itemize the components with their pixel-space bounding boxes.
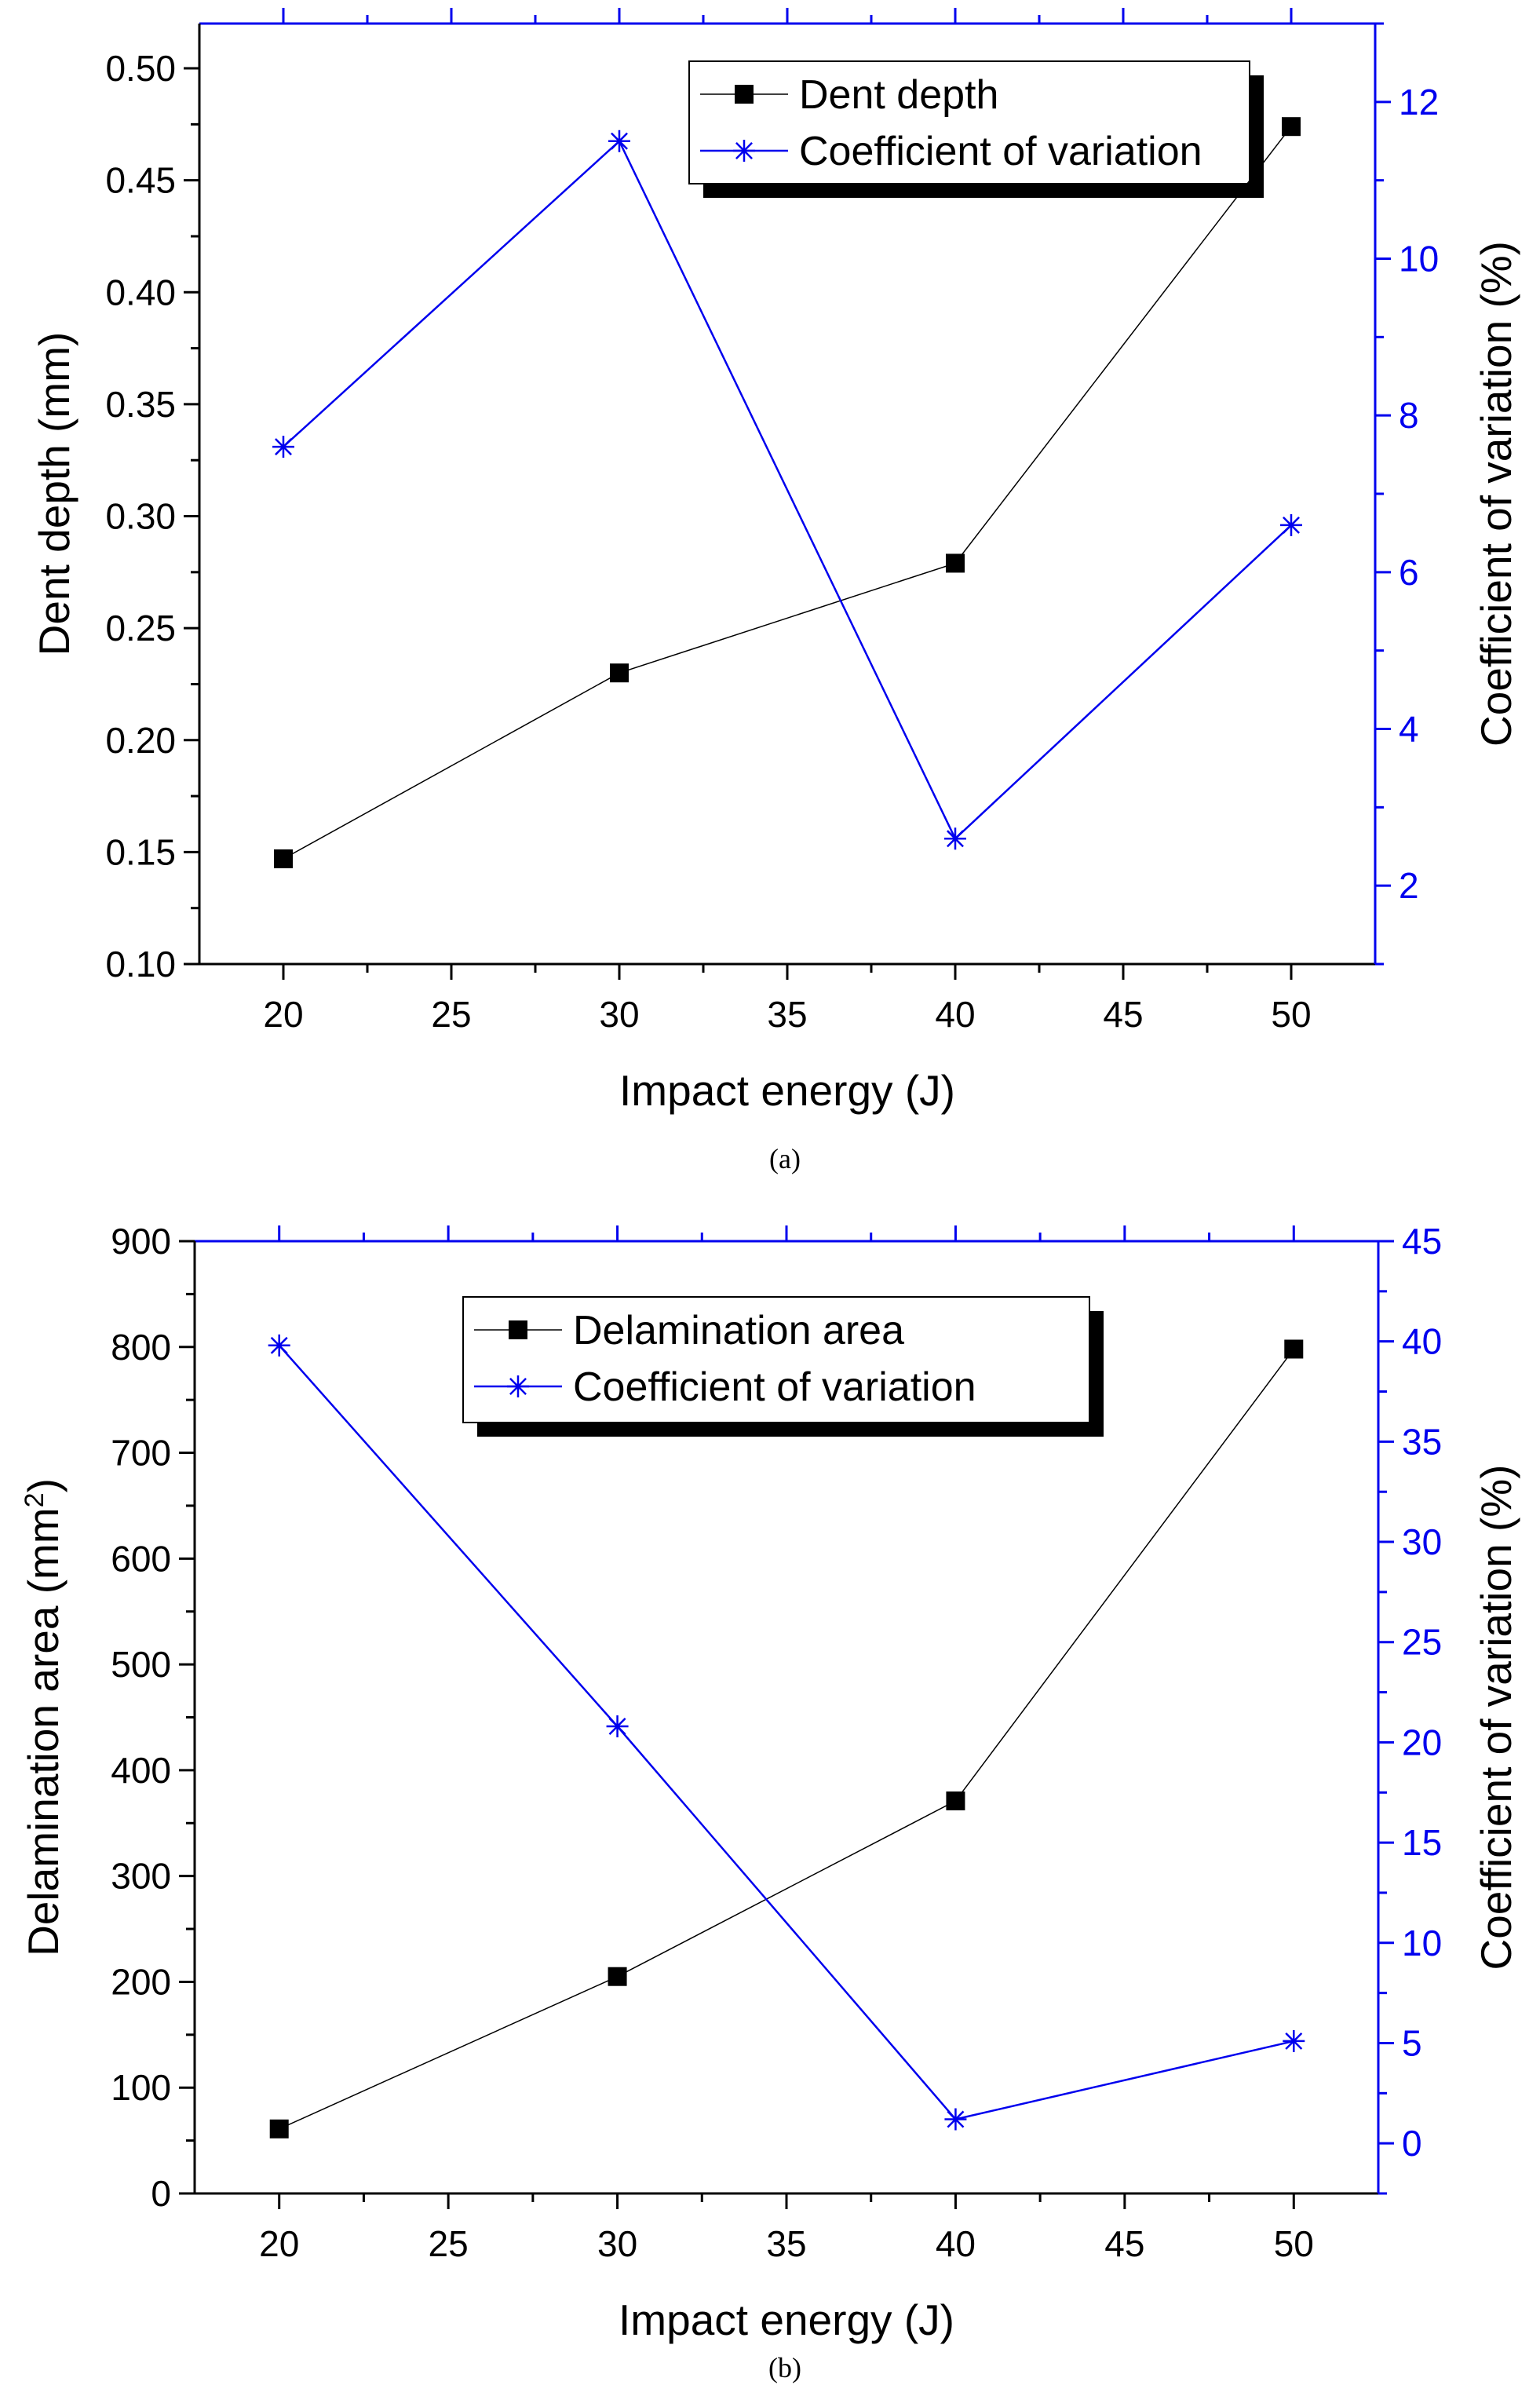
y2-tick-label: 35 xyxy=(1402,1421,1442,1462)
data-point xyxy=(946,553,965,573)
data-point xyxy=(1280,513,1302,536)
y2-tick-label: 20 xyxy=(1402,1722,1442,1762)
y2-tick-label: 0 xyxy=(1402,2123,1422,2164)
data-point xyxy=(944,2108,967,2131)
data-point xyxy=(608,1967,627,1986)
data-point xyxy=(269,2119,289,2139)
y-axis-label-superscript: 2 xyxy=(20,1492,49,1507)
x-tick-label: 30 xyxy=(599,994,639,1035)
x-tick-label: 25 xyxy=(429,2223,469,2264)
y-tick-label: 700 xyxy=(111,1433,171,1474)
legend-label: Delamination area xyxy=(573,1308,904,1353)
panel-caption-a: (a) xyxy=(769,1143,801,1174)
data-point xyxy=(610,663,629,683)
series-dent-depth xyxy=(274,117,1301,868)
y2-tick-label: 5 xyxy=(1402,2022,1422,2063)
y-tick-label: 0.15 xyxy=(105,831,176,872)
y2-tick-label: 8 xyxy=(1399,395,1419,436)
x-tick-label: 40 xyxy=(936,2223,976,2264)
y2-tick-label: 45 xyxy=(1402,1221,1442,1262)
panel-caption-b: (b) xyxy=(768,2352,801,2383)
y-tick-label: 200 xyxy=(111,1961,171,2002)
data-point xyxy=(1284,1339,1304,1359)
y-tick-label: 0 xyxy=(151,2173,171,2214)
y-tick-label: 300 xyxy=(111,1856,171,1897)
series-coefficient-of-variation xyxy=(268,1334,1305,2131)
y-axis-label-tail: ) xyxy=(19,1478,68,1492)
y2-axis-label: Coefficient of variation (%) xyxy=(1472,1465,1520,1970)
y2-tick-label: 15 xyxy=(1402,1822,1442,1863)
legend-marker xyxy=(509,1320,527,1339)
y2-tick-label: 6 xyxy=(1399,552,1419,593)
y2-tick-label: 2 xyxy=(1399,865,1419,906)
y2-tick-label: 10 xyxy=(1402,1923,1442,1963)
y2-tick-label: 4 xyxy=(1399,709,1419,750)
legend-marker xyxy=(733,140,755,162)
y-tick-label: 100 xyxy=(111,2067,171,2108)
series-line xyxy=(283,139,1292,841)
y2-tick-label: 40 xyxy=(1402,1321,1442,1362)
data-point xyxy=(274,849,293,868)
series-delamination-area xyxy=(269,1339,1304,2139)
y-tick-label: 600 xyxy=(111,1538,171,1579)
y-tick-label: 900 xyxy=(111,1221,171,1262)
y2-tick-label: 12 xyxy=(1399,82,1439,122)
x-tick-label: 25 xyxy=(431,994,471,1035)
legend-label: Dent depth xyxy=(799,72,998,118)
legend-marker xyxy=(735,85,754,104)
x-tick-label: 20 xyxy=(263,994,303,1035)
y-tick-label: 0.50 xyxy=(105,48,176,89)
y-tick-label: 0.25 xyxy=(105,608,176,648)
data-point xyxy=(272,436,294,458)
y-tick-label: 0.10 xyxy=(105,944,176,984)
x-tick-label: 30 xyxy=(597,2223,637,2264)
series-coefficient-of-variation xyxy=(272,130,1302,850)
legend-label: Coefficient of variation xyxy=(573,1364,976,1410)
chart-panel-a: 20 25 30 35 40 45 50 0.10 0.15 0.20 0.25 0.30 0.35 0.… xyxy=(30,8,1520,1174)
data-point xyxy=(1283,2029,1305,2052)
chart-panel-b: 20 25 30 35 40 45 5001002003004005006007008009… xyxy=(19,1221,1520,2383)
x-axis-label: Impact energy (J) xyxy=(619,2296,954,2344)
y-tick-label: 0.45 xyxy=(105,160,176,201)
y2-tick-label: 30 xyxy=(1402,1521,1442,1562)
legend-box xyxy=(462,1296,1090,1423)
x-tick-label: 35 xyxy=(766,2223,806,2264)
series-line xyxy=(283,126,1292,860)
y-tick-label: 0.40 xyxy=(105,272,176,312)
y-axis-label: Delamination area (mm2) xyxy=(19,1478,68,1956)
x-axis-label: Impact energy (J) xyxy=(619,1066,955,1115)
data-point xyxy=(944,827,966,850)
series-line xyxy=(279,1349,1294,2130)
y-tick-label: 400 xyxy=(111,1750,171,1791)
legend-box xyxy=(688,60,1250,184)
x-tick-label: 45 xyxy=(1103,994,1143,1035)
data-point xyxy=(1282,117,1301,137)
y-axis-label: Dent depth (mm) xyxy=(30,332,78,656)
y-tick-label: 0.30 xyxy=(105,496,176,537)
y2-tick-label: 10 xyxy=(1399,239,1439,279)
y2-tick-label: 25 xyxy=(1402,1622,1442,1663)
x-tick-label: 40 xyxy=(935,994,975,1035)
legend-label: Coefficient of variation xyxy=(799,129,1202,174)
y-tick-label: 0.35 xyxy=(105,384,176,425)
x-tick-label: 35 xyxy=(767,994,807,1035)
series-line xyxy=(278,1344,1294,2120)
x-tick-label: 50 xyxy=(1271,994,1311,1035)
data-point xyxy=(606,1715,629,1737)
data-point xyxy=(268,1334,290,1357)
data-point xyxy=(608,130,630,152)
y2-axis-label: Coefficient of variation (%) xyxy=(1472,241,1520,747)
y-tick-label: 0.20 xyxy=(105,720,176,761)
x-tick-label: 50 xyxy=(1274,2223,1314,2264)
x-tick-label: 20 xyxy=(259,2223,299,2264)
data-point xyxy=(946,1791,965,1810)
y-tick-label: 500 xyxy=(111,1644,171,1685)
y-tick-label: 800 xyxy=(111,1327,171,1368)
legend-marker xyxy=(507,1375,529,1397)
x-tick-label: 45 xyxy=(1104,2223,1144,2264)
